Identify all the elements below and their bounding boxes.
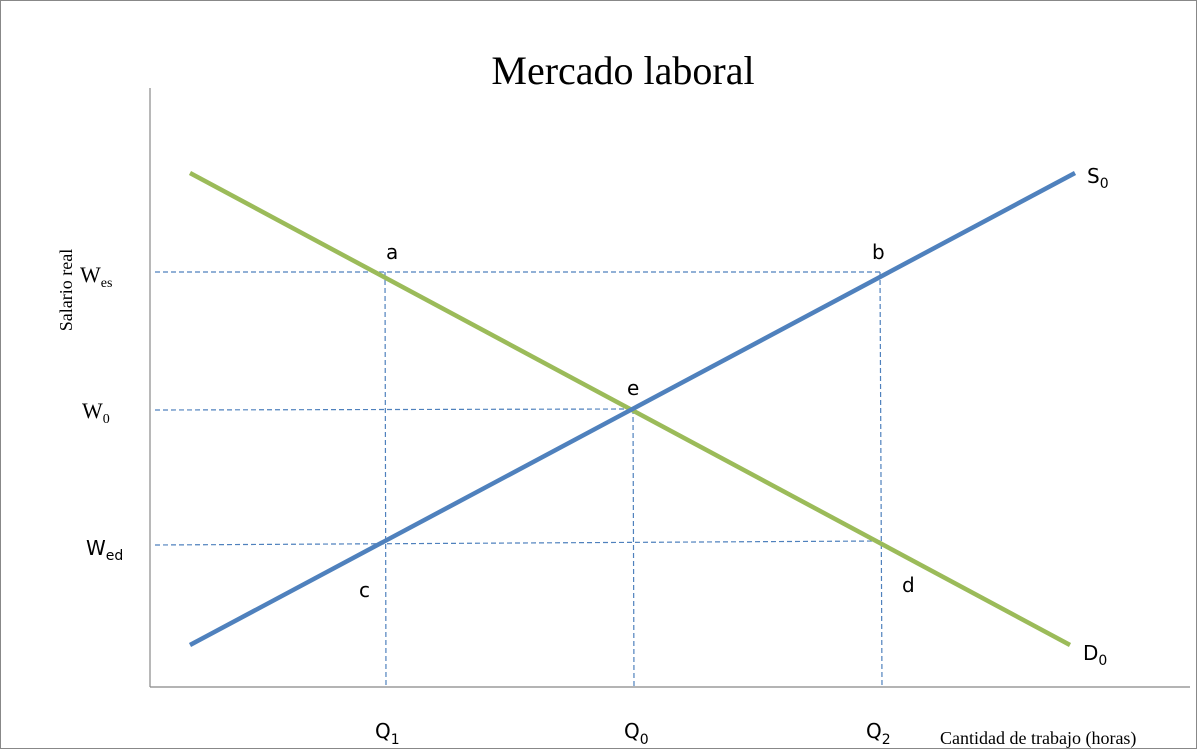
supply-curve [188, 171, 1077, 647]
label-sub: es [101, 276, 113, 291]
label-sub: 0 [1098, 653, 1107, 669]
label-main: W [80, 262, 101, 287]
curve-label: D0 [1083, 641, 1107, 669]
x-label: Q1 [375, 719, 400, 748]
y-label: Wed [86, 536, 123, 564]
guide [384, 271, 387, 688]
y-label: W0 [82, 398, 110, 427]
label-sub: 0 [1100, 176, 1109, 192]
guide [632, 408, 635, 688]
label-main: Q [624, 719, 640, 743]
x-axis-label: Cantidad de trabajo (horas) [940, 728, 1136, 749]
label-main: D [1083, 641, 1098, 665]
label-sub: 0 [640, 732, 649, 748]
label-main: W [82, 398, 103, 423]
label-sub: 0 [103, 412, 110, 427]
guides [154, 271, 883, 688]
point-label: e [627, 376, 639, 400]
y-label: Wes [80, 262, 112, 291]
y-axis-label: Salario real [56, 249, 76, 331]
guide [879, 271, 883, 688]
label-main: W [86, 536, 106, 560]
point-label: a [386, 240, 398, 264]
x-label: Q2 [866, 719, 891, 748]
x-label: Q0 [624, 719, 649, 748]
label-main: Q [375, 719, 391, 743]
point-label: b [872, 240, 885, 264]
curve-label: S0 [1087, 164, 1109, 192]
guide [154, 540, 881, 546]
label-sub: 1 [391, 732, 400, 748]
point-label: c [359, 578, 370, 602]
label-main: S [1087, 164, 1100, 188]
label-sub: 2 [882, 732, 891, 748]
label-sub: ed [106, 548, 124, 564]
title: Mercado laboral [491, 48, 754, 93]
label-main: Q [866, 719, 882, 743]
point-label: d [902, 573, 915, 597]
